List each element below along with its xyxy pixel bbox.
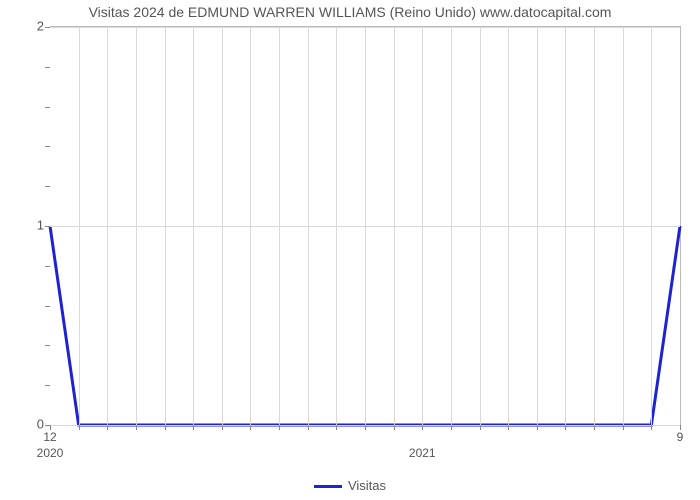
x-minor-tick [623, 425, 624, 430]
x-minor-tick [594, 425, 595, 430]
x-year-label: 2020 [37, 446, 64, 460]
x-minor-tick [508, 425, 509, 430]
x-minor-tick [365, 425, 366, 430]
legend-swatch [314, 485, 342, 488]
y-minor-tick [45, 385, 50, 386]
x-minor-tick [537, 425, 538, 430]
x-minor-tick [336, 425, 337, 430]
x-minor-tick [451, 425, 452, 430]
x-minor-tick [422, 425, 423, 430]
x-month-label: 12 [43, 430, 56, 444]
x-month-label: 9 [677, 430, 684, 444]
chart-title: Visitas 2024 de EDMUND WARREN WILLIAMS (… [0, 4, 700, 20]
x-minor-tick [480, 425, 481, 430]
plot-area [50, 26, 681, 425]
x-minor-tick [565, 425, 566, 430]
legend: Visitas [0, 478, 700, 493]
x-minor-tick [136, 425, 137, 430]
grid-hline [50, 27, 680, 28]
y-minor-tick [45, 67, 50, 68]
x-minor-tick [165, 425, 166, 430]
x-minor-tick [222, 425, 223, 430]
x-minor-tick [107, 425, 108, 430]
y-tick-label: 1 [37, 218, 44, 233]
x-minor-tick [279, 425, 280, 430]
x-minor-tick [193, 425, 194, 430]
x-minor-tick [250, 425, 251, 430]
y-minor-tick [45, 146, 50, 147]
grid-hline [50, 226, 680, 227]
x-year-label: 2021 [409, 446, 436, 460]
y-minor-tick [45, 345, 50, 346]
y-minor-tick [45, 266, 50, 267]
x-minor-tick [651, 425, 652, 430]
x-minor-tick [308, 425, 309, 430]
y-minor-tick [45, 27, 50, 28]
y-minor-tick [45, 107, 50, 108]
legend-label: Visitas [348, 478, 386, 493]
y-minor-tick [45, 306, 50, 307]
x-minor-tick [79, 425, 80, 430]
x-minor-tick [394, 425, 395, 430]
y-tick-label: 2 [37, 19, 44, 34]
y-minor-tick [45, 186, 50, 187]
y-minor-tick [45, 226, 50, 227]
